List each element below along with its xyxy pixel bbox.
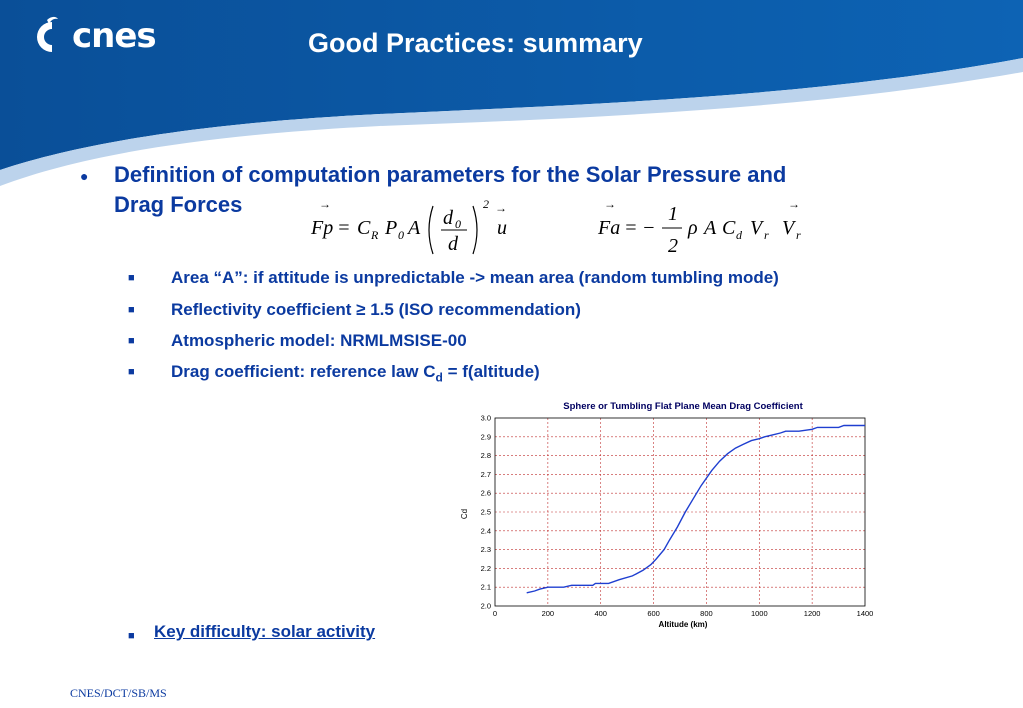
y-tick-label: 3.0: [481, 414, 491, 423]
svg-text:0: 0: [455, 217, 461, 231]
svg-text:→: →: [788, 198, 800, 211]
svg-text:2: 2: [668, 235, 678, 257]
y-tick-label: 2.1: [481, 583, 491, 592]
svg-text:u: u: [497, 217, 507, 239]
svg-text:Fp: Fp: [310, 217, 333, 239]
sub-bullet-atmospheric-model: Atmospheric model: NRMLMSISE-00: [171, 331, 467, 350]
footer-text: CNES/DCT/SB/MS: [70, 686, 167, 700]
svg-text:d: d: [443, 207, 454, 229]
logo-text: cnes: [72, 16, 157, 56]
svg-text:R: R: [370, 228, 379, 242]
sub-bullet-reflectivity: Reflectivity coefficient ≥ 1.5 (ISO reco…: [171, 300, 581, 319]
svg-text:A: A: [702, 217, 717, 239]
y-tick-label: 2.9: [481, 432, 491, 441]
svg-text:1: 1: [668, 203, 678, 225]
sub-bullet-square: ■: [128, 366, 135, 378]
y-tick-label: 2.4: [481, 526, 491, 535]
sub-bullet-drag-coefficient: Drag coefficient: reference law Cd = f(a…: [171, 362, 540, 384]
main-bullet-dot: ●: [80, 168, 89, 184]
x-tick-label: 0: [493, 609, 497, 618]
svg-text:ρ: ρ: [687, 217, 698, 239]
svg-text:=: =: [337, 217, 351, 239]
drag-coefficient-chart: Sphere or Tumbling Flat Plane Mean Drag …: [455, 396, 885, 632]
chart-y-ticks: 2.0 2.1 2.2 2.3 2.4 2.5 2.6 2.7 2.8 2.9 3.0: [481, 414, 491, 611]
svg-text:2: 2: [483, 198, 489, 211]
chart-title: Sphere or Tumbling Flat Plane Mean Drag …: [563, 401, 803, 412]
svg-text:C: C: [357, 217, 371, 239]
x-tick-label: 1400: [857, 609, 874, 618]
svg-text:P: P: [384, 217, 397, 239]
svg-text:Fa: Fa: [597, 217, 620, 239]
chart-axes: [494, 417, 866, 607]
svg-text:V: V: [782, 217, 797, 239]
sub-bullet-area: Area “A”: if attitude is unpredictable -…: [171, 268, 779, 287]
chart-y-axis-label: Cd: [460, 509, 469, 519]
drag-coefficient-text: Drag coefficient: reference law C: [171, 362, 436, 381]
page-title: Good Practices: summary: [308, 28, 643, 58]
svg-text:d: d: [448, 233, 459, 255]
main-bullet-line2: Drag Forces: [114, 192, 243, 217]
svg-text:→: →: [495, 201, 507, 215]
x-tick-label: 800: [700, 609, 713, 618]
main-bullet-line1: Definition of computation parameters for…: [114, 162, 787, 187]
y-tick-label: 2.6: [481, 489, 491, 498]
y-tick-label: 2.0: [481, 602, 491, 611]
svg-text:→: →: [319, 198, 331, 211]
drag-coefficient-curve: [526, 424, 865, 594]
svg-text:→: →: [604, 198, 616, 211]
drag-formula: → Fa = − 1 2 ρ A C d V r → V r: [597, 198, 801, 257]
svg-text:r: r: [796, 228, 801, 242]
chart-x-ticks: 0 200 400 600 800 1000 1200 1400: [493, 609, 873, 618]
chart-x-axis-label: Altitude (km): [659, 620, 708, 629]
header-wave-background: [0, 0, 1023, 186]
svg-text:−: −: [642, 217, 656, 239]
x-tick-label: 400: [594, 609, 607, 618]
sub-bullet-square: ■: [128, 335, 135, 347]
svg-text:r: r: [764, 228, 769, 242]
svg-text:V: V: [750, 217, 765, 239]
sub-bullet-square: ■: [128, 304, 135, 316]
main-bullet-text: Definition of computation parameters for…: [114, 160, 944, 220]
sub-bullet-square: ■: [128, 630, 135, 642]
key-difficulty-link[interactable]: Key difficulty: solar activity: [154, 622, 376, 641]
svg-text:A: A: [406, 217, 421, 239]
drag-coefficient-subscript: d: [435, 370, 443, 385]
header-banner: [0, 0, 1023, 190]
cnes-logo-icon: [37, 16, 58, 52]
plot-frame: [494, 417, 866, 607]
y-tick-label: 2.5: [481, 508, 491, 517]
x-tick-label: 1200: [804, 609, 821, 618]
x-tick-label: 1000: [751, 609, 768, 618]
svg-text:C: C: [722, 217, 736, 239]
x-tick-label: 600: [647, 609, 660, 618]
svg-text:=: =: [624, 217, 638, 239]
y-tick-label: 2.3: [481, 545, 491, 554]
y-tick-label: 2.7: [481, 470, 491, 479]
y-tick-label: 2.2: [481, 564, 491, 573]
y-tick-label: 2.8: [481, 451, 491, 460]
drag-coefficient-suffix: = f(altitude): [442, 362, 540, 381]
sub-bullet-square: ■: [128, 272, 135, 284]
cnes-logo: cnes: [30, 16, 157, 56]
svg-text:d: d: [736, 228, 743, 242]
svg-text:0: 0: [398, 228, 404, 242]
solar-pressure-formula: → Fp = C R P 0 A d 0 d 2 → u: [310, 198, 507, 255]
x-tick-label: 200: [542, 609, 555, 618]
